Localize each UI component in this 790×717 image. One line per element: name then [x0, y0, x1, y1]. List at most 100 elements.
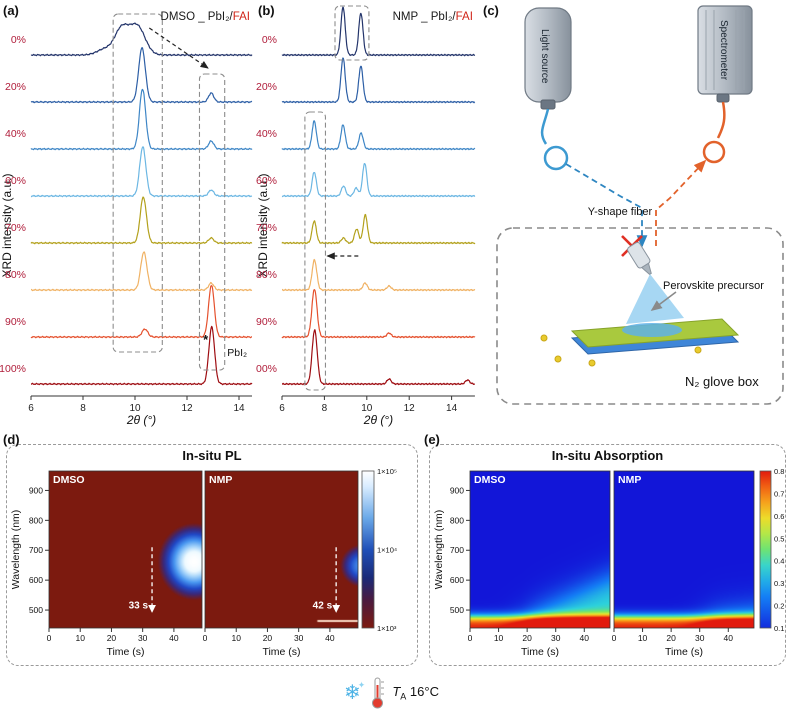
orange-fiber-loop — [702, 140, 726, 164]
xrd-curve-20% — [30, 47, 253, 104]
y-tick-label: 700 — [29, 545, 43, 555]
insitu-abs-panel: In-situ Absorption 0 10 20 30 40 Time (s) 500 6… — [429, 444, 786, 666]
orange-fiber — [716, 101, 726, 139]
x-tick-label: 10 — [129, 403, 141, 414]
collection-path-arrow — [655, 159, 707, 246]
x-tick-label: 30 — [551, 633, 561, 643]
y-tick-label: 800 — [450, 515, 464, 525]
droplet — [540, 334, 548, 342]
abs-nmp-label: NMP — [618, 474, 642, 486]
x-tick-label: 30 — [695, 633, 705, 643]
droplet — [694, 346, 702, 354]
panel-c-tag: (c) — [483, 3, 499, 18]
setup-diagram: Light source Spectrometer Y-shape fiber … — [480, 0, 790, 430]
droplet — [588, 359, 596, 367]
abs-heatmap-nmp — [614, 471, 754, 628]
colorbar-tick: 0.2 — [774, 602, 784, 611]
x-tick-label: 20 — [107, 633, 117, 643]
sparkle-icon: ✦ — [357, 679, 366, 690]
ratio-label: 100% — [256, 363, 277, 375]
highlight-box — [334, 5, 370, 61]
x-tick-label: 20 — [666, 633, 676, 643]
spectrometer-label: Spectrometer — [718, 19, 729, 81]
y-axis-label: Wavelength (nm) — [10, 510, 22, 590]
ratio-label: 0% — [11, 34, 26, 46]
perovskite-precursor-label: Perovskite precursor — [663, 280, 764, 292]
x-axis-label: Time (s) — [521, 646, 559, 658]
x-tick-label: 20 — [263, 633, 273, 643]
colorbar-tick: 0.8 — [774, 467, 784, 476]
x-tick-label: 0 — [612, 633, 617, 643]
x-tick-label: 14 — [446, 403, 458, 414]
x-axis-label: 2θ (°) — [363, 413, 393, 427]
xrd-curve-100% — [281, 329, 476, 386]
xrd-curve-100% — [30, 325, 253, 386]
colorbar-tick: 1×10⁵ — [377, 467, 397, 476]
pl-dmso-label: DMSO — [53, 474, 85, 486]
abs-heatmap-dmso — [470, 471, 610, 628]
y-tick-label: 900 — [29, 485, 43, 495]
x-axis-label: 2θ (°) — [126, 413, 156, 427]
x-tick-label: 10 — [231, 633, 241, 643]
x-tick-label: 0 — [468, 633, 473, 643]
glovebox-label: N₂ glove box — [685, 374, 759, 389]
xrd-curve-90% — [281, 289, 476, 339]
pl-heatmap-nmp — [205, 471, 358, 628]
wet-film-spot — [622, 323, 682, 337]
xrd-curve-90% — [30, 285, 253, 339]
y-axis-label: Wavelength (nm) — [433, 510, 445, 590]
x-tick-label: 40 — [325, 633, 335, 643]
x-tick-label: 0 — [203, 633, 208, 643]
spectrometer-device — [697, 5, 753, 103]
setup-diagram-graphics — [496, 5, 784, 405]
onset-time-label: 42 s — [313, 601, 333, 612]
blue-fiber — [540, 108, 550, 145]
precursor-pointer-arrow — [650, 291, 677, 311]
panel-title: NMP _ PbI₂/FAI — [393, 11, 473, 23]
glovebox-outline — [496, 227, 784, 405]
spray-cone — [626, 274, 684, 324]
colorbar-tick: 1×10³ — [377, 624, 397, 633]
snowflake-icon: ❄ — [344, 682, 361, 704]
ratio-label: 80% — [5, 269, 26, 281]
x-tick-label: 10 — [75, 633, 85, 643]
x-tick-label: 6 — [279, 403, 285, 414]
y-axis-label: XRD intensity (a.u.) — [256, 173, 270, 277]
xrd-curve-70% — [281, 213, 476, 245]
temp-value: 16°C — [409, 684, 439, 700]
highlight-box — [112, 13, 163, 353]
light-source-label: Light source — [539, 28, 550, 84]
x-tick-label: 30 — [138, 633, 148, 643]
x-tick-label: 10 — [361, 403, 373, 414]
x-tick-label: 12 — [181, 403, 193, 414]
colorbar-tick: 0.7 — [774, 489, 784, 498]
y-shape-fiber-label: Y-shape fiber — [587, 206, 653, 218]
xrd-curve-0% — [281, 6, 476, 57]
ratio-label: 40% — [256, 128, 277, 140]
temperature-label: TA 16°C — [392, 684, 439, 702]
ratio-label: 90% — [256, 316, 277, 328]
ratio-label: 20% — [256, 81, 277, 93]
temp-symbol: T — [392, 684, 401, 700]
shift-arrow — [148, 27, 209, 69]
abs-title: In-situ Absorption — [551, 448, 664, 463]
xrd-curve-20% — [281, 57, 476, 104]
pl-title: In-situ PL — [182, 448, 242, 463]
ratio-label: 0% — [262, 34, 277, 46]
pl-axes-overlay: 0 10 20 30 40 Time (s) 500 600 700 800 900 Waveleng… — [10, 467, 397, 658]
xrd-curve-40% — [281, 120, 476, 151]
colorbar-tick: 0.1 — [774, 624, 784, 633]
x-tick-label: 14 — [233, 403, 245, 414]
map-frame — [48, 470, 203, 629]
ratio-label: 40% — [5, 128, 26, 140]
spray-nozzle — [627, 241, 652, 276]
thermometer-icon — [372, 677, 385, 709]
temperature-note: ❄ ✦ TA 16°C — [344, 676, 439, 710]
y-tick-label: 500 — [29, 605, 43, 615]
xrd-curve-0% — [30, 22, 253, 57]
colorbar — [759, 470, 772, 629]
map-frame — [613, 470, 755, 629]
panel-b-tag: (b) — [258, 3, 275, 18]
x-tick-label: 40 — [724, 633, 734, 643]
map-frame — [469, 470, 611, 629]
